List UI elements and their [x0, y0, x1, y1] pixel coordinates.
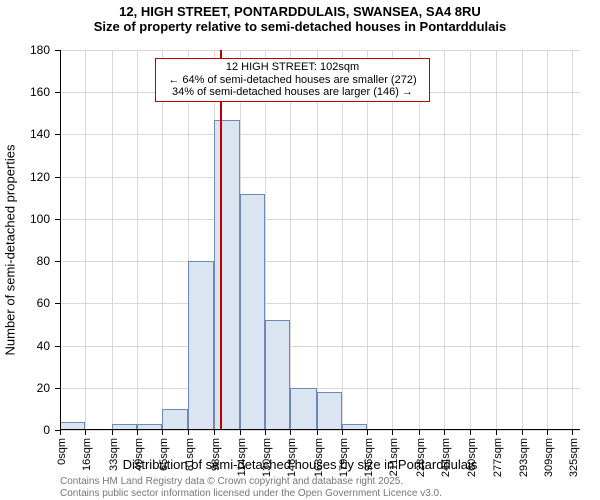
x-axis-line: [60, 429, 580, 430]
xtick-mark: [572, 430, 573, 435]
gridline-v: [290, 50, 291, 430]
gridline-v: [137, 50, 138, 430]
gridline-v: [444, 50, 445, 430]
ytick-label: 60: [37, 296, 50, 310]
xtick-mark: [214, 430, 215, 435]
gridline-v: [162, 50, 163, 430]
ytick-label: 0: [43, 423, 50, 437]
callout-box: 12 HIGH STREET: 102sqm← 64% of semi-deta…: [155, 58, 430, 102]
ytick-label: 140: [30, 127, 50, 141]
ytick-label: 40: [37, 339, 50, 353]
ytick-label: 160: [30, 85, 50, 99]
histogram-bar: [188, 261, 215, 430]
ytick-label: 100: [30, 212, 50, 226]
footer-attribution: Contains HM Land Registry data © Crown c…: [60, 476, 442, 499]
chart-title-block: 12, HIGH STREET, PONTARDDULAIS, SWANSEA,…: [0, 4, 600, 34]
histogram-bar: [240, 194, 265, 430]
gridline-v: [522, 50, 523, 430]
gridline-v: [470, 50, 471, 430]
x-axis-title: Distribution of semi-detached houses by …: [0, 457, 600, 472]
xtick-mark: [342, 430, 343, 435]
xtick-mark: [60, 430, 61, 435]
gridline-v: [367, 50, 368, 430]
ytick-label: 80: [37, 254, 50, 268]
gridline-v: [547, 50, 548, 430]
xtick-mark: [112, 430, 113, 435]
xtick-mark: [137, 430, 138, 435]
xtick-mark: [85, 430, 86, 435]
histogram-bar: [265, 320, 290, 430]
marker-line: [220, 50, 222, 430]
gridline-v: [112, 50, 113, 430]
gridline-v: [85, 50, 86, 430]
histogram-bar: [214, 120, 239, 430]
xtick-mark: [392, 430, 393, 435]
xtick-mark: [317, 430, 318, 435]
gridline-v: [572, 50, 573, 430]
xtick-mark: [162, 430, 163, 435]
xtick-mark: [367, 430, 368, 435]
callout-line-3: 34% of semi-detached houses are larger (…: [162, 86, 423, 99]
xtick-mark: [240, 430, 241, 435]
xtick-mark: [547, 430, 548, 435]
histogram-bar: [317, 392, 342, 430]
footer-line-2: Contains public sector information licen…: [60, 488, 442, 500]
y-axis-line: [60, 50, 61, 430]
title-line-1: 12, HIGH STREET, PONTARDDULAIS, SWANSEA,…: [0, 4, 600, 19]
gridline-v: [496, 50, 497, 430]
gridline-v: [419, 50, 420, 430]
histogram-bar: [290, 388, 317, 430]
histogram-bar: [162, 409, 187, 430]
xtick-mark: [444, 430, 445, 435]
gridline-v: [392, 50, 393, 430]
xtick-mark: [419, 430, 420, 435]
xtick-mark: [496, 430, 497, 435]
ytick-label: 20: [37, 381, 50, 395]
footer-line-1: Contains HM Land Registry data © Crown c…: [60, 476, 442, 488]
ytick-label: 180: [30, 43, 50, 57]
xtick-mark: [290, 430, 291, 435]
xtick-mark: [188, 430, 189, 435]
callout-line-1: 12 HIGH STREET: 102sqm: [162, 61, 423, 74]
gridline-v: [317, 50, 318, 430]
callout-line-2: ← 64% of semi-detached houses are smalle…: [162, 74, 423, 87]
y-axis-title: Number of semi-detached properties: [3, 39, 18, 250]
xtick-mark: [470, 430, 471, 435]
title-line-2: Size of property relative to semi-detach…: [0, 19, 600, 34]
xtick-mark: [522, 430, 523, 435]
gridline-v: [342, 50, 343, 430]
plot-area: 0204060801001201401601800sqm16sqm33sqm49…: [60, 50, 580, 430]
ytick-label: 120: [30, 170, 50, 184]
xtick-mark: [265, 430, 266, 435]
